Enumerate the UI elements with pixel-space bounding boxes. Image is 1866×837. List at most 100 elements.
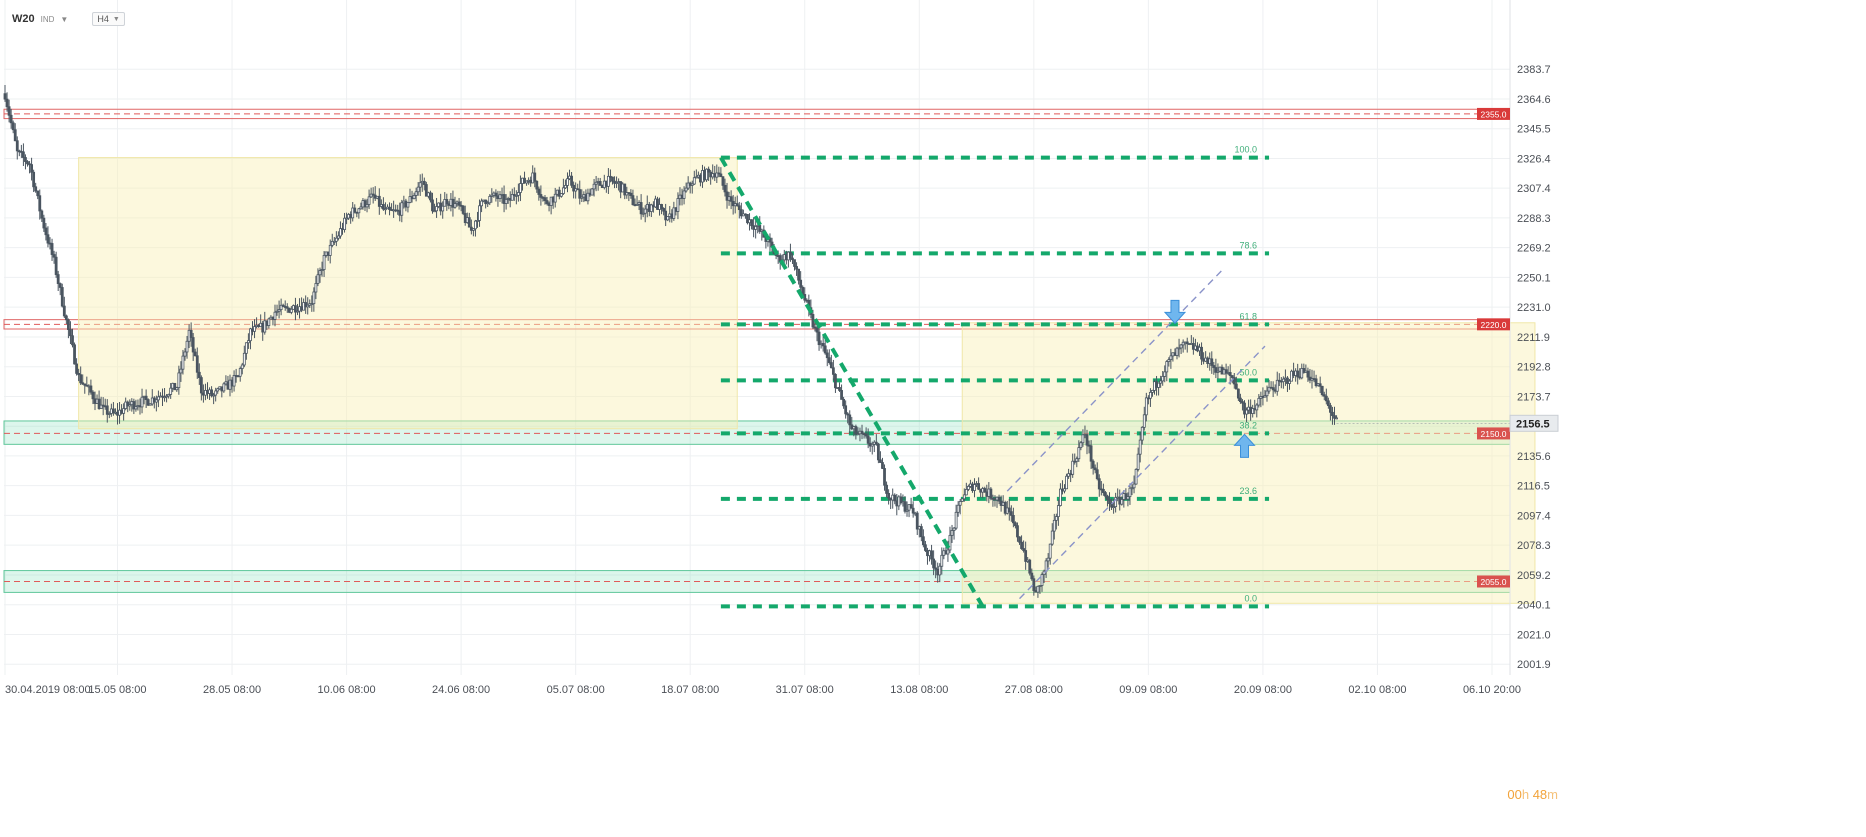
candle [874, 434, 878, 446]
candle [1151, 389, 1154, 397]
trend-lines[interactable] [719, 156, 1266, 608]
candle [52, 250, 56, 264]
candle [263, 311, 267, 335]
candle-body [294, 305, 297, 313]
candle-body [173, 382, 177, 391]
y-tick-label: 2288.3 [1517, 213, 1551, 225]
candle [1165, 360, 1169, 382]
candle [36, 190, 40, 200]
candle-body [1236, 388, 1240, 399]
candle [860, 424, 864, 440]
candle [1322, 391, 1326, 401]
candle-body [73, 344, 76, 365]
candle-body [1234, 383, 1238, 390]
candle [1077, 440, 1081, 462]
y-tick-label: 2326.4 [1517, 154, 1551, 166]
candle-body [191, 337, 195, 353]
candle [435, 197, 438, 218]
candle-body [38, 195, 42, 212]
candle-body [1046, 557, 1050, 562]
candle-body [1255, 404, 1259, 411]
candle [926, 547, 929, 565]
candle-body [641, 212, 645, 215]
candle [1104, 490, 1107, 499]
candle [498, 190, 502, 202]
candle-body [345, 217, 348, 220]
rectangle-zone [961, 322, 1536, 604]
candle-body [795, 266, 798, 270]
candle [242, 345, 246, 368]
candle [212, 392, 216, 405]
fibonacci-retracement[interactable]: 100.0 78.6 61.8 50.0 38.2 23.6 0.0 [720, 145, 1270, 609]
candle-body [441, 205, 445, 212]
candle [876, 442, 880, 464]
candle [1038, 585, 1042, 594]
candle [64, 314, 68, 325]
candle [30, 157, 33, 181]
candle [1169, 348, 1173, 369]
candle [312, 287, 316, 312]
candle-body [5, 98, 9, 108]
symbol-label[interactable]: W20 [12, 13, 35, 25]
candle [471, 228, 475, 237]
candle-body [879, 459, 882, 463]
candle-body [56, 274, 60, 284]
candle-body [359, 206, 363, 210]
candle-body [242, 352, 246, 366]
candle [737, 201, 741, 219]
candle-body [343, 217, 346, 230]
candle [189, 322, 193, 347]
candle [1288, 379, 1291, 390]
candle [277, 300, 281, 319]
candle [977, 477, 981, 491]
candle-body [177, 372, 181, 389]
candle [564, 179, 567, 190]
candle-body [408, 196, 412, 203]
chevron-down-icon[interactable]: ▼ [60, 14, 69, 24]
candle [418, 174, 422, 196]
candle-body [561, 187, 565, 194]
candle-body [332, 240, 336, 243]
x-tick-label: 15.05 08:00 [88, 684, 146, 696]
candle-body [9, 114, 13, 124]
candle [623, 183, 627, 200]
candle-body [334, 237, 338, 242]
candle [214, 387, 218, 402]
candle-body [1290, 370, 1293, 382]
candle-body [1138, 439, 1142, 455]
candle-body [46, 234, 50, 244]
candle [572, 181, 576, 199]
candle [486, 200, 490, 207]
candle [244, 342, 248, 360]
candle [1095, 462, 1099, 481]
candle [725, 182, 729, 209]
candle-body [1241, 401, 1244, 404]
candle [44, 223, 48, 241]
candle [1175, 346, 1179, 360]
candle-body [676, 198, 680, 212]
candle-body [856, 433, 860, 436]
candle-body [523, 177, 526, 184]
timeframe-select[interactable]: H4 ▼ [92, 12, 125, 26]
candle-body [578, 189, 582, 199]
x-tick-label: 30.04.2019 08:00 [5, 684, 91, 696]
candle [586, 188, 590, 205]
candle [1324, 388, 1328, 405]
candle [629, 189, 633, 199]
candle [523, 171, 526, 184]
candle-body [480, 200, 483, 207]
candle [870, 441, 874, 455]
candle [1140, 426, 1144, 445]
candle [962, 488, 966, 502]
candle [1093, 464, 1097, 474]
candle [1071, 453, 1075, 478]
candle [840, 384, 843, 400]
last-price-label: 2156.5 [1516, 418, 1550, 430]
candle-body [165, 395, 168, 398]
candle [1085, 429, 1089, 455]
candle-body [1032, 578, 1036, 591]
candle [921, 529, 925, 548]
candle-body [1214, 367, 1218, 373]
x-tick-label: 18.07 08:00 [661, 684, 719, 696]
